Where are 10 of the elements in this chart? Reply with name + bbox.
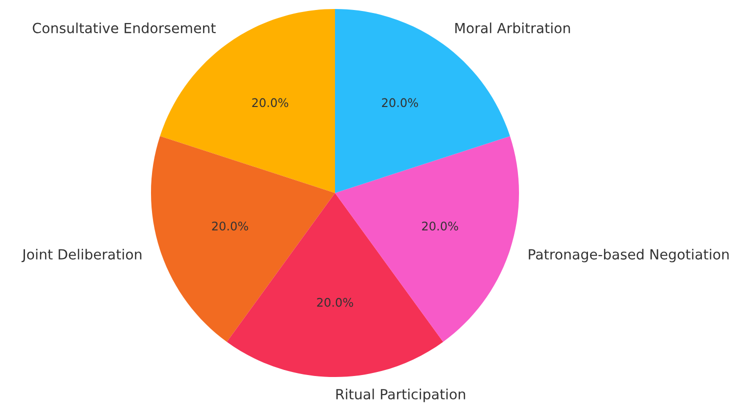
slice-label: Consultative Endorsement — [32, 22, 216, 34]
data-label: 20.0% — [212, 222, 248, 231]
data-label: 20.0% — [317, 298, 354, 307]
slice-label: Ritual Participation — [336, 388, 466, 402]
slice-label: Patronage-based Negotiation — [528, 248, 729, 262]
slice-label: Joint Deliberation — [22, 248, 142, 262]
data-label: 20.0% — [252, 98, 288, 108]
data-label: 20.0% — [422, 222, 458, 231]
data-label: 20.0% — [382, 98, 418, 108]
slice-label: Moral Arbitration — [455, 22, 570, 34]
